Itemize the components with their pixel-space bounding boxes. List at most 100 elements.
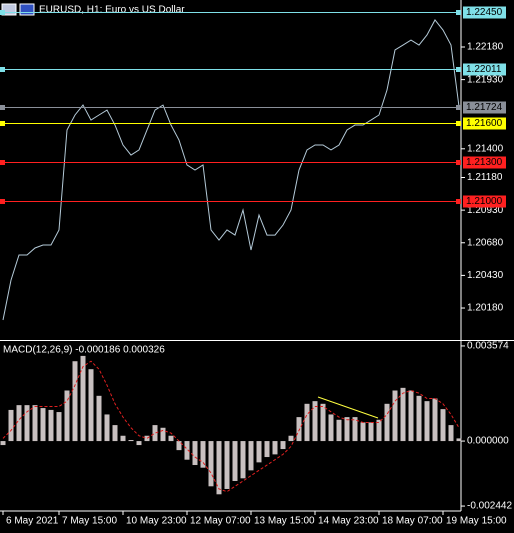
histogram-bar xyxy=(248,441,254,471)
histogram-bar xyxy=(96,395,102,442)
x-tick-label: 14 May 23:00 xyxy=(318,516,379,527)
x-tick-label: 7 May 15:00 xyxy=(62,516,117,527)
histogram-bar xyxy=(8,409,14,442)
histogram-bar xyxy=(88,369,94,442)
level-label-box xyxy=(463,63,506,76)
x-tick-label: 10 May 23:00 xyxy=(126,516,187,527)
histogram-bar xyxy=(144,435,150,442)
level-handle xyxy=(456,10,461,15)
price-line xyxy=(2,19,460,321)
y-tick-label: 1.21180 xyxy=(467,172,503,183)
histogram-bar xyxy=(424,401,430,442)
histogram-bar xyxy=(432,398,438,442)
histogram-bar xyxy=(24,405,30,442)
histogram-bar xyxy=(232,441,238,481)
x-tick-label: 13 May 15:00 xyxy=(254,516,315,527)
histogram-bar xyxy=(72,361,78,442)
x-tick-label: 19 May 15:00 xyxy=(446,516,507,527)
trend-line xyxy=(317,396,379,419)
histogram-bar xyxy=(104,414,110,442)
chart-title: EURUSD, H1: Euro vs US Dollar xyxy=(39,5,185,16)
histogram-bar xyxy=(440,409,446,442)
histogram-bar xyxy=(136,441,142,446)
y-tick-label: 0.003574 xyxy=(467,341,509,352)
histogram-bar xyxy=(400,387,406,442)
histogram-bar xyxy=(48,409,54,442)
histogram-bar xyxy=(32,405,38,442)
level-handle xyxy=(0,67,5,72)
histogram-bar xyxy=(224,441,230,489)
histogram-bar xyxy=(16,405,22,442)
icon xyxy=(19,3,35,16)
level-handle xyxy=(456,67,461,72)
level-label-box xyxy=(463,195,506,208)
histogram-bar xyxy=(256,441,262,463)
histogram-bar xyxy=(120,435,126,442)
histogram-bar xyxy=(80,355,86,442)
histogram-bar xyxy=(448,425,454,442)
histogram-bar xyxy=(200,441,206,468)
level-label-box xyxy=(463,101,506,114)
y-tick-label: 1.21400 xyxy=(467,143,504,154)
histogram-bar xyxy=(264,441,270,458)
level-handle xyxy=(0,160,5,165)
histogram-bar xyxy=(328,414,334,442)
histogram-bar xyxy=(128,440,134,442)
histogram-bar xyxy=(160,427,166,442)
histogram-bar xyxy=(376,419,382,442)
level-handle xyxy=(456,160,461,165)
x-tick-label: 6 May 2021 xyxy=(6,516,59,527)
y-tick-label: 1.21930 xyxy=(467,74,504,85)
y-tick-label: 0.000000 xyxy=(467,436,509,447)
histogram-bar xyxy=(360,422,366,442)
histogram-bar xyxy=(40,408,46,442)
level-handle xyxy=(0,105,5,110)
histogram-bar xyxy=(208,441,214,487)
histogram-bar xyxy=(344,417,350,442)
level-label: 1.21300 xyxy=(466,157,503,168)
histogram-bar xyxy=(272,441,278,455)
histogram-bar xyxy=(416,395,422,442)
histogram-bar xyxy=(192,441,198,466)
level-label-box xyxy=(463,117,506,130)
level-label: 1.21724 xyxy=(466,102,503,113)
histogram-bar xyxy=(408,390,414,442)
indicator-title: MACD(12,26,9) -0.000186 0.000326 xyxy=(3,345,165,356)
histogram-bar xyxy=(288,435,294,442)
histogram-bar xyxy=(280,441,286,450)
histogram-bar xyxy=(296,417,302,442)
histogram-bar xyxy=(184,441,190,460)
histogram-bar xyxy=(392,390,398,442)
x-tick-label: 18 May 07:00 xyxy=(382,516,443,527)
histogram-bar xyxy=(320,403,326,442)
y-tick-label: 1.20930 xyxy=(467,205,504,216)
histogram-bar xyxy=(0,441,6,446)
histogram-bar xyxy=(456,438,462,442)
histogram-bar xyxy=(168,435,174,442)
level-label: 1.21000 xyxy=(466,196,503,207)
icon xyxy=(1,3,17,16)
y-tick-label: 1.20180 xyxy=(467,303,504,314)
histogram-bar xyxy=(312,401,318,442)
histogram-bar xyxy=(56,412,62,442)
level-handle xyxy=(0,121,5,126)
level-label: 1.22011 xyxy=(466,64,502,75)
x-tick-label: 12 May 07:00 xyxy=(190,516,251,527)
histogram-bar xyxy=(384,403,390,442)
level-handle xyxy=(0,199,5,204)
histogram-bar xyxy=(336,419,342,442)
histogram-bar xyxy=(64,390,70,442)
y-tick-label: -0.002442 xyxy=(467,501,512,512)
histogram-bar xyxy=(368,422,374,442)
histogram-bar xyxy=(352,417,358,442)
level-handle xyxy=(0,10,5,15)
level-handle xyxy=(456,105,461,110)
histogram-bar xyxy=(176,441,182,451)
histogram-bar xyxy=(112,425,118,442)
y-tick-label: 1.22180 xyxy=(467,42,504,53)
histogram-bar xyxy=(240,441,246,479)
level-handle xyxy=(456,121,461,126)
level-label: 1.22450 xyxy=(466,7,503,18)
